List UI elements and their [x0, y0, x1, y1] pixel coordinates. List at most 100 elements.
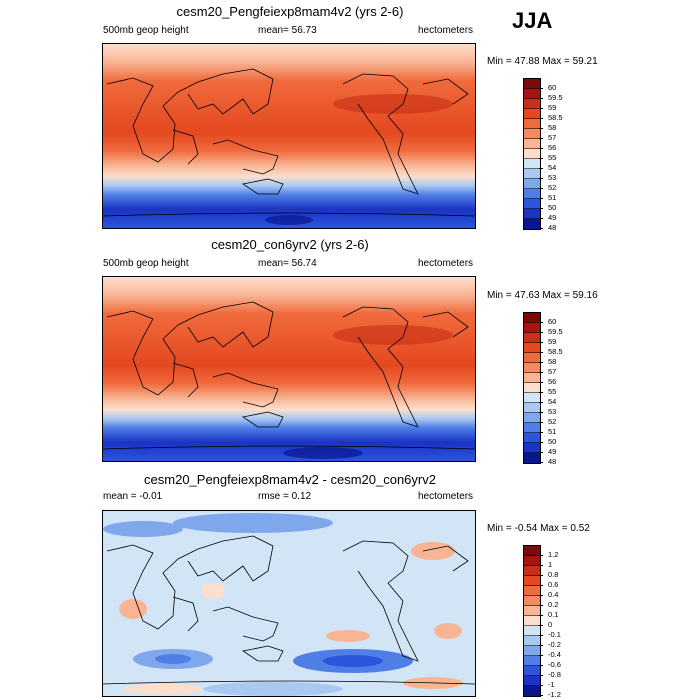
panel-2-colorbar-tick: 57 — [538, 367, 557, 376]
colorbar-segment — [524, 403, 540, 413]
panel-2-coastlines — [103, 301, 475, 450]
panel-2-colorbar — [523, 312, 541, 464]
panel-3-colorbar-tick: -0.4 — [539, 650, 561, 659]
panel-3-minmax-label: Min = -0.54 Max = 0.52 — [487, 523, 590, 534]
colorbar-segment — [524, 566, 540, 576]
panel-2-mean-label: mean= 56.74 — [258, 258, 317, 269]
panel-1-colorbar-tick: 53 — [538, 173, 557, 182]
colorbar-segment — [524, 453, 540, 463]
panel-1-colorbar-tick: 58.5 — [539, 113, 563, 122]
panel-2-colorbar-tick: 56 — [538, 377, 557, 386]
panel-3-colorbar — [523, 545, 541, 697]
panel-3-colorbar-tick: 0 — [538, 620, 553, 629]
panel-2-variable-label: 500mb geop height — [103, 258, 189, 269]
season-label: JJA — [512, 8, 553, 33]
colorbar-segment — [524, 636, 540, 646]
panel-3-colorbar-tick: -0.6 — [539, 660, 561, 669]
panel-2-colorbar-tick: 54 — [538, 397, 557, 406]
panel-3-colorbar-tick: -0.2 — [539, 640, 561, 649]
colorbar-segment — [524, 586, 540, 596]
panel-1-variable-label: 500mb geop height — [103, 25, 189, 36]
panel-3-colorbar-tick: 0.2 — [538, 600, 559, 609]
panel-3-colorbar-tick: 0.4 — [538, 590, 559, 599]
panel-1-colorbar-tick: 60 — [538, 83, 557, 92]
panel-1-colorbar — [523, 78, 541, 230]
panel-1-colorbar-tick: 52 — [538, 183, 557, 192]
colorbar-segment — [524, 323, 540, 333]
colorbar-segment — [524, 646, 540, 656]
panel-1-colorbar-tick: 50 — [538, 203, 557, 212]
panel-2-colorbar-tick: 59 — [538, 337, 557, 346]
panel-3-units-label: hectometers — [418, 491, 474, 502]
colorbar-segment — [524, 99, 540, 109]
panel-1-title: cesm20_Pengfeiexp8mam4v2 (yrs 2-6) — [176, 4, 404, 19]
colorbar-segment — [524, 546, 540, 556]
colorbar-segment — [524, 383, 540, 393]
panel-1-colorbar-tick: 59 — [538, 103, 557, 112]
colorbar-segment — [524, 313, 540, 323]
colorbar-segment — [524, 596, 540, 606]
panel-2-colorbar-tick: 59.5 — [539, 327, 563, 336]
colorbar-segment — [524, 199, 540, 209]
panel-2-colorbar-tick: 49 — [538, 447, 557, 456]
colorbar-segment — [524, 666, 540, 676]
colorbar-segment — [524, 373, 540, 383]
panel-2-title: cesm20_con6yrv2 (yrs 2-6) — [211, 237, 369, 252]
panel-3-map — [102, 510, 476, 697]
panel-1-coastlines — [103, 68, 475, 217]
colorbar-segment — [524, 433, 540, 443]
panel-2-colorbar-tick: 52 — [538, 417, 557, 426]
panel-2-colorbar-tick: 55 — [538, 387, 557, 396]
panel-1-colorbar-tick: 58 — [538, 123, 557, 132]
panel-2-colorbar-tick: 48 — [538, 457, 557, 466]
panel-1-colorbar-tick: 49 — [538, 213, 557, 222]
panel-3-colorbar-tick: -0.8 — [539, 670, 561, 679]
colorbar-segment — [524, 686, 540, 696]
panel-3-rmse-label: rmse = 0.12 — [258, 491, 312, 502]
panel-1-colorbar-tick: 59.5 — [539, 93, 563, 102]
panel-3-colorbar-tick: 0.6 — [538, 580, 559, 589]
panel-3-colorbar-tick: -1 — [539, 680, 555, 689]
colorbar-segment — [524, 79, 540, 89]
colorbar-segment — [524, 89, 540, 99]
colorbar-segment — [524, 393, 540, 403]
panel-2-colorbar-tick: 58 — [538, 357, 557, 366]
colorbar-segment — [524, 343, 540, 353]
panel-2-colorbar-tick: 58.5 — [539, 347, 563, 356]
panel-1-map — [102, 43, 476, 229]
panel-3-colorbar-tick: 0.8 — [538, 570, 559, 579]
panel-1-colorbar-tick: 48 — [538, 223, 557, 232]
panel-3-title: cesm20_Pengfeiexp8mam4v2 - cesm20_con6yr… — [144, 472, 436, 487]
colorbar-segment — [524, 676, 540, 686]
panel-1-colorbar-tick: 54 — [538, 163, 557, 172]
colorbar-segment — [524, 109, 540, 119]
colorbar-segment — [524, 556, 540, 566]
panel-1-minmax-label: Min = 47.88 Max = 59.21 — [487, 56, 598, 67]
colorbar-segment — [524, 616, 540, 626]
colorbar-segment — [524, 423, 540, 433]
panel-3-colorbar-tick: -1.2 — [539, 690, 561, 699]
panel-2-map — [102, 276, 476, 462]
colorbar-segment — [524, 413, 540, 423]
panel-3-colorbar-tick: 1.2 — [538, 550, 559, 559]
panel-2-minmax-label: Min = 47.63 Max = 59.16 — [487, 290, 598, 301]
panel-2-colorbar-tick: 60 — [538, 317, 557, 326]
panel-3-colorbar-tick: 0.1 — [538, 610, 559, 619]
panel-3-colorbar-tick: 1 — [538, 560, 553, 569]
colorbar-segment — [524, 443, 540, 453]
panel-3-colorbar-tick: -0.1 — [539, 630, 561, 639]
colorbar-segment — [524, 576, 540, 586]
panel-3-mean-label: mean = -0.01 — [103, 491, 163, 502]
panel-1-colorbar-tick: 56 — [538, 143, 557, 152]
colorbar-segment — [524, 129, 540, 139]
panel-3-coastlines — [103, 535, 475, 685]
panel-2-colorbar-tick: 53 — [538, 407, 557, 416]
panel-2-colorbar-tick: 50 — [538, 437, 557, 446]
colorbar-segment — [524, 179, 540, 189]
panel-1-mean-label: mean= 56.73 — [258, 25, 317, 36]
colorbar-segment — [524, 209, 540, 219]
colorbar-segment — [524, 159, 540, 169]
colorbar-segment — [524, 189, 540, 199]
panel-1-colorbar-tick: 57 — [538, 133, 557, 142]
colorbar-segment — [524, 606, 540, 616]
